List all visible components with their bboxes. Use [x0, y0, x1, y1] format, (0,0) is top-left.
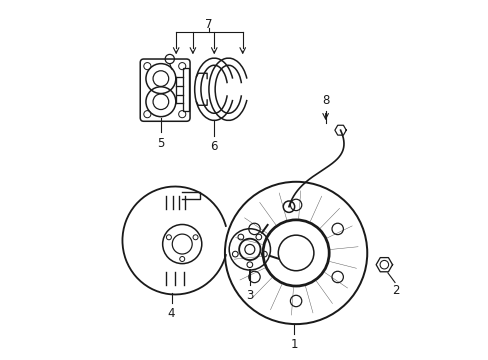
Text: 4: 4: [167, 307, 175, 320]
Text: 6: 6: [210, 140, 218, 153]
Text: 2: 2: [391, 284, 399, 297]
Text: 7: 7: [205, 18, 212, 31]
Text: 8: 8: [321, 94, 328, 107]
Text: 1: 1: [290, 338, 298, 351]
Text: 3: 3: [245, 289, 253, 302]
Text: 5: 5: [157, 136, 164, 150]
